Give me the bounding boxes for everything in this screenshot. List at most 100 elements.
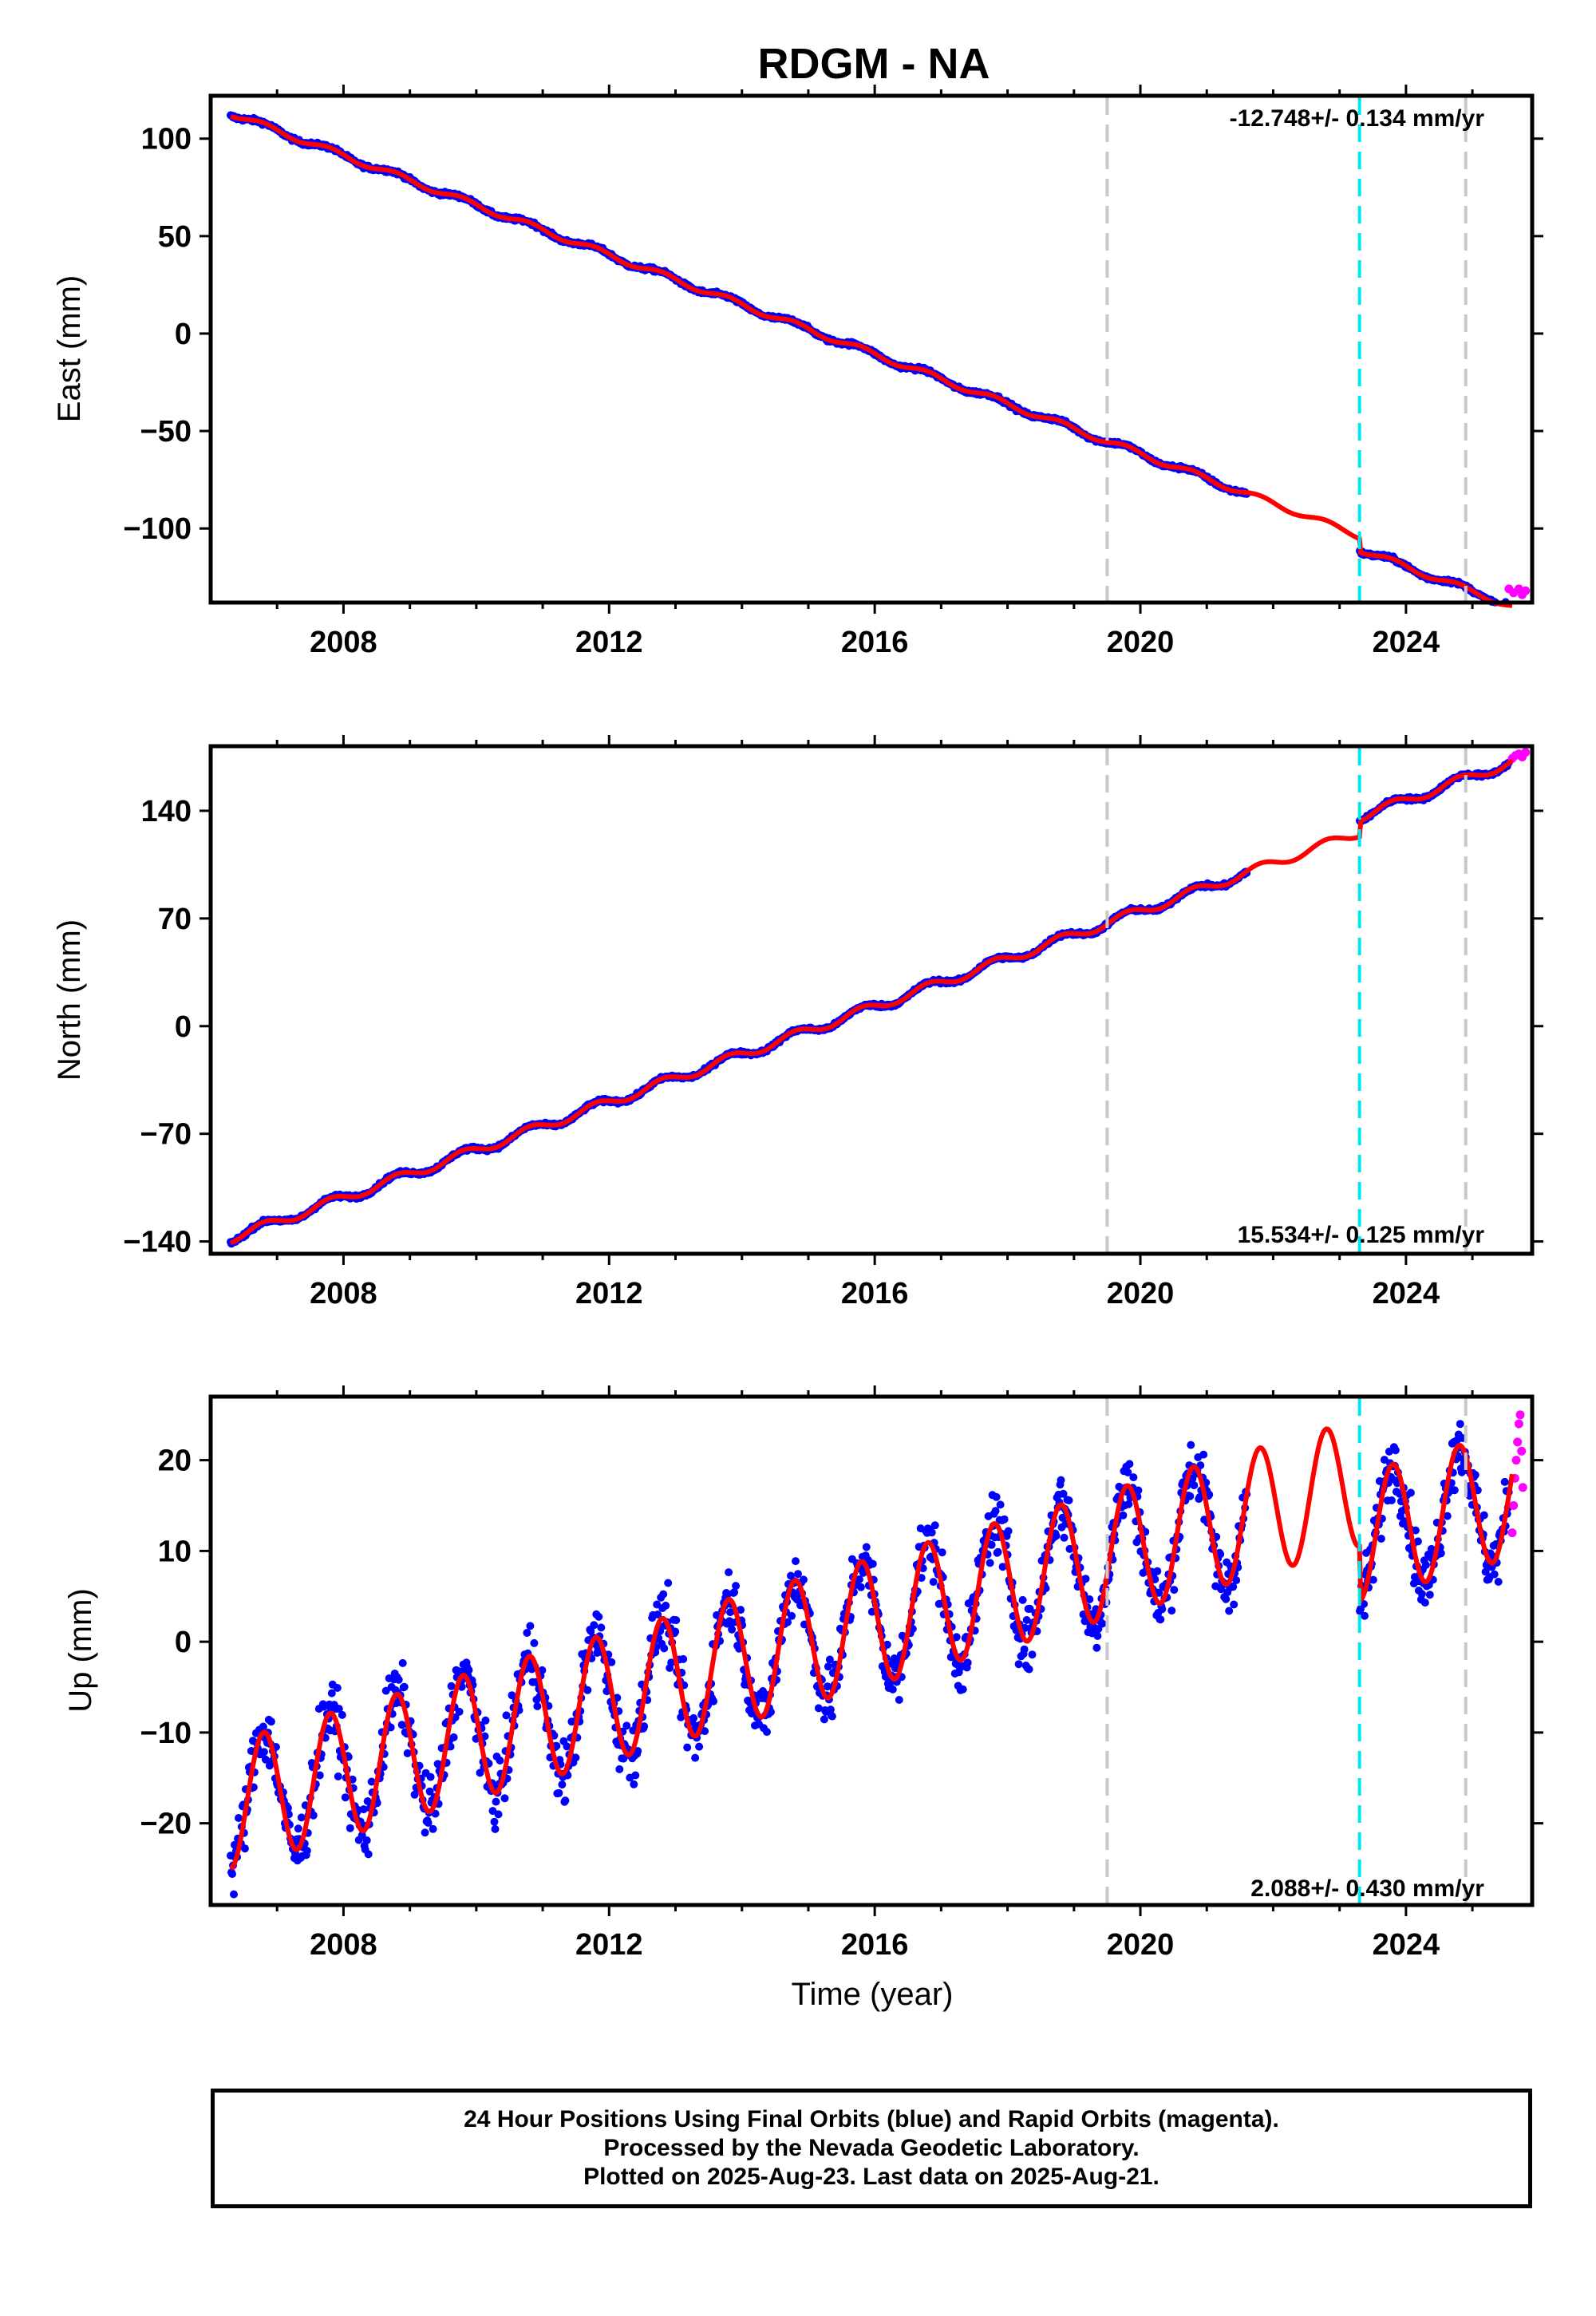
north-y-tick-label: 70 [158, 903, 192, 936]
up-final-orbit-point [1119, 1511, 1128, 1520]
up-final-orbit-point [455, 1707, 464, 1716]
east-y-tick-label: 50 [158, 220, 192, 254]
up-final-orbit-point [1199, 1450, 1208, 1459]
x-axis-label: Time (year) [792, 1977, 954, 2012]
east-x-tick-label: 2016 [841, 626, 909, 659]
up-final-orbit-point [994, 1547, 1002, 1556]
east-data-layer [227, 97, 1531, 608]
east-y-tick-label: −50 [140, 415, 192, 449]
up-final-orbit-point [1125, 1460, 1134, 1468]
up-final-orbit-point [394, 1675, 403, 1684]
footer-line-1: 24 Hour Positions Using Final Orbits (bl… [464, 2106, 1279, 2132]
up-final-orbit-point [1170, 1586, 1179, 1595]
up-final-orbit-point [1417, 1590, 1426, 1599]
up-y-tick-label: 10 [158, 1535, 192, 1568]
up-final-orbit-point [660, 1644, 669, 1653]
up-data-layer [227, 1398, 1527, 1903]
north-x-tick-label: 2012 [575, 1277, 643, 1310]
up-final-orbit-point [691, 1753, 700, 1762]
up-final-orbit-point [1187, 1441, 1195, 1449]
up-final-orbit-point [346, 1824, 354, 1832]
up-final-orbit-point [240, 1844, 249, 1853]
footer-caption-box: 24 Hour Positions Using Final Orbits (bl… [211, 2089, 1532, 2208]
up-x-tick-label: 2020 [1107, 1928, 1175, 1962]
up-final-orbit-point [631, 1771, 640, 1780]
up-final-orbit-point [664, 1579, 673, 1587]
footer-line-2: Processed by the Nevada Geodetic Laborat… [603, 2135, 1140, 2161]
up-final-orbit-point [362, 1836, 371, 1844]
up-final-orbit-point [630, 1780, 638, 1788]
north-x-tick-label: 2020 [1107, 1277, 1175, 1310]
up-final-orbit-point [820, 1715, 828, 1724]
up-final-orbit-point [622, 1721, 631, 1730]
up-final-orbit-point [958, 1685, 967, 1694]
up-rapid-orbit-point [1515, 1410, 1525, 1420]
up-final-orbit-point [763, 1728, 771, 1737]
up-x-tick-label: 2008 [310, 1928, 377, 1962]
north-data-layer [227, 748, 1531, 1252]
up-final-orbit-point [683, 1743, 692, 1752]
up-final-orbit-point [788, 1611, 796, 1620]
up-rapid-orbit-point [1513, 1437, 1523, 1447]
up-final-orbit-point [725, 1568, 733, 1577]
up-rapid-orbit-point [1514, 1419, 1523, 1429]
north-y-tick-label: −140 [123, 1226, 192, 1259]
up-final-orbit-point [615, 1765, 624, 1773]
up-x-tick-label: 2024 [1373, 1928, 1440, 1962]
up-final-orbit-point [496, 1757, 504, 1765]
up-final-orbit-point [1167, 1607, 1176, 1615]
up-final-orbit-point [792, 1557, 800, 1566]
up-final-orbit-point [732, 1582, 741, 1591]
up-final-orbit-point [500, 1794, 509, 1803]
up-final-orbit-point [709, 1697, 718, 1705]
north-y-tick-label: 140 [141, 795, 192, 828]
up-final-orbit-point [294, 1824, 302, 1833]
east-plot-frame [208, 93, 1535, 605]
up-x-tick-label: 2016 [841, 1928, 909, 1962]
up-final-orbit-point [526, 1622, 535, 1630]
north-y-tick-label: −70 [140, 1118, 192, 1152]
up-final-orbit-point [824, 1662, 832, 1671]
up-final-orbit-point [341, 1793, 350, 1802]
up-final-orbit-point [464, 1666, 473, 1674]
up-plot-frame [208, 1394, 1535, 1907]
east-ticks: 2008 2012 2016 2020 2024 100 50 0 −50 −100 [123, 85, 1543, 659]
up-final-orbit-point [1092, 1643, 1101, 1652]
up-final-orbit-point [235, 1814, 243, 1822]
up-final-orbit-point [1004, 1527, 1013, 1535]
up-final-orbit-point [1456, 1420, 1464, 1429]
north-y-axis-label: North (mm) [52, 919, 87, 1081]
up-final-orbit-point [400, 1682, 409, 1691]
up-x-tick-label: 2012 [575, 1928, 643, 1962]
north-y-tick-label: 0 [175, 1010, 192, 1044]
up-final-orbit-point [930, 1521, 939, 1530]
up-final-orbit-point [1190, 1481, 1199, 1490]
up-final-orbit-point [938, 1548, 946, 1557]
up-final-orbit-point [1093, 1631, 1102, 1640]
chart-title: RDGM - NA [758, 40, 990, 88]
north-x-tick-label: 2008 [310, 1277, 377, 1310]
up-final-orbit-point [597, 1623, 606, 1632]
up-final-orbit-point [523, 1629, 531, 1637]
up-final-orbit-point [558, 1780, 567, 1789]
up-final-orbit-point [1479, 1511, 1488, 1520]
up-final-orbit-point [856, 1583, 865, 1591]
up-final-orbit-point [297, 1813, 306, 1822]
footer-line-3: Plotted on 2025-Aug-23. Last data on 202… [583, 2164, 1159, 2190]
up-final-orbit-point [679, 1654, 688, 1663]
up-model-line [229, 1426, 1515, 1871]
up-y-axis-label: Up (mm) [63, 1588, 98, 1713]
up-final-orbit-point [1361, 1611, 1369, 1620]
up-final-orbit-point [672, 1616, 681, 1625]
up-final-orbit-point [1387, 1496, 1396, 1504]
up-y-tick-label: −10 [140, 1717, 192, 1750]
up-final-orbit-point [492, 1797, 500, 1806]
up-final-orbit-point [828, 1712, 836, 1721]
up-final-orbit-point [555, 1788, 563, 1797]
up-final-orbit-point [1222, 1595, 1231, 1603]
east-x-tick-label: 2024 [1373, 626, 1440, 659]
up-final-orbit-point [429, 1824, 437, 1833]
up-rapid-orbit-point [1511, 1456, 1521, 1465]
up-final-orbit-point [1425, 1591, 1434, 1599]
